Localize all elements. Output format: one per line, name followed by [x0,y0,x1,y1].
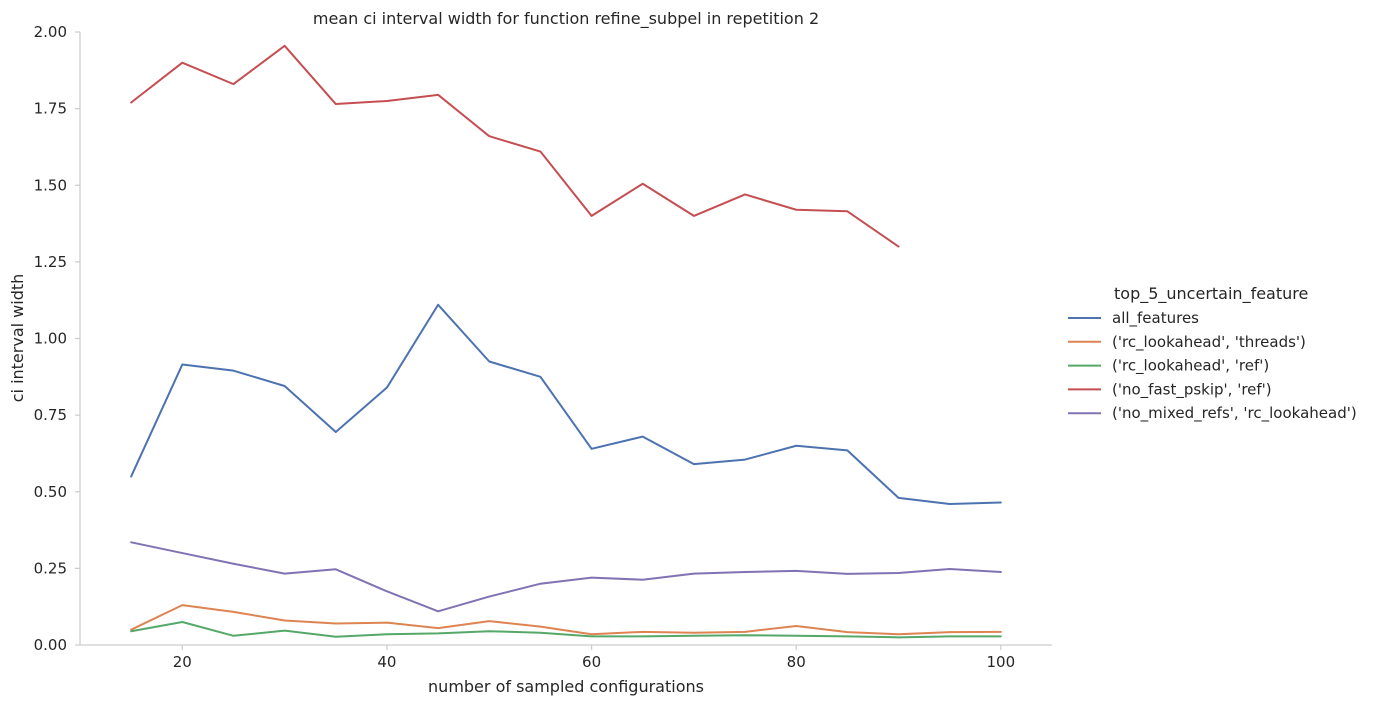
x-tick-label: 20 [173,653,192,671]
legend-title: top_5_uncertain_feature [1114,284,1308,304]
y-tick-label: 0.75 [34,406,67,424]
series-line-5 [130,541,1002,613]
x-tick-label: 80 [787,653,806,671]
y-tick-label: 0.00 [34,636,67,654]
series-line-2 [130,604,1002,636]
y-tick-label: 1.00 [34,330,67,348]
x-tick-label: 40 [377,653,396,671]
legend-label: ('rc_lookahead', 'threads') [1112,333,1306,352]
legend-label: ('no_mixed_refs', 'rc_lookahead') [1112,404,1357,423]
y-tick-label: 1.50 [34,176,67,194]
y-ticks: 0.00 0.25 0.50 0.75 1.00 1.25 1.50 1.75 2.00 [34,23,80,654]
series-line-1 [130,303,1002,506]
legend: top_5_uncertain_feature all_features ('rc… [1068,284,1357,423]
y-axis-label: ci interval width [8,274,27,403]
y-tick-label: 1.25 [34,253,67,271]
legend-label: ('rc_lookahead', 'ref') [1112,357,1269,376]
series-line-4 [130,44,900,248]
x-axis-label: number of sampled configurations [428,677,704,696]
legend-items: all_features ('rc_lookahead', 'threads') (… [1068,309,1357,423]
chart-title: mean ci interval width for function refi… [313,9,819,29]
legend-label: all_features [1112,309,1199,328]
y-tick-label: 2.00 [34,23,67,41]
x-ticks: 20 40 60 80 100 [173,645,1015,671]
series-lines [130,44,1002,639]
series-line-3 [130,621,1002,639]
y-tick-label: 1.75 [34,100,67,118]
legend-label: ('no_fast_pskip', 'ref') [1112,380,1272,399]
axes [79,32,1052,646]
x-tick-label: 100 [987,653,1016,671]
x-tick-label: 60 [582,653,601,671]
y-tick-label: 0.50 [34,483,67,501]
y-tick-label: 0.25 [34,559,67,577]
